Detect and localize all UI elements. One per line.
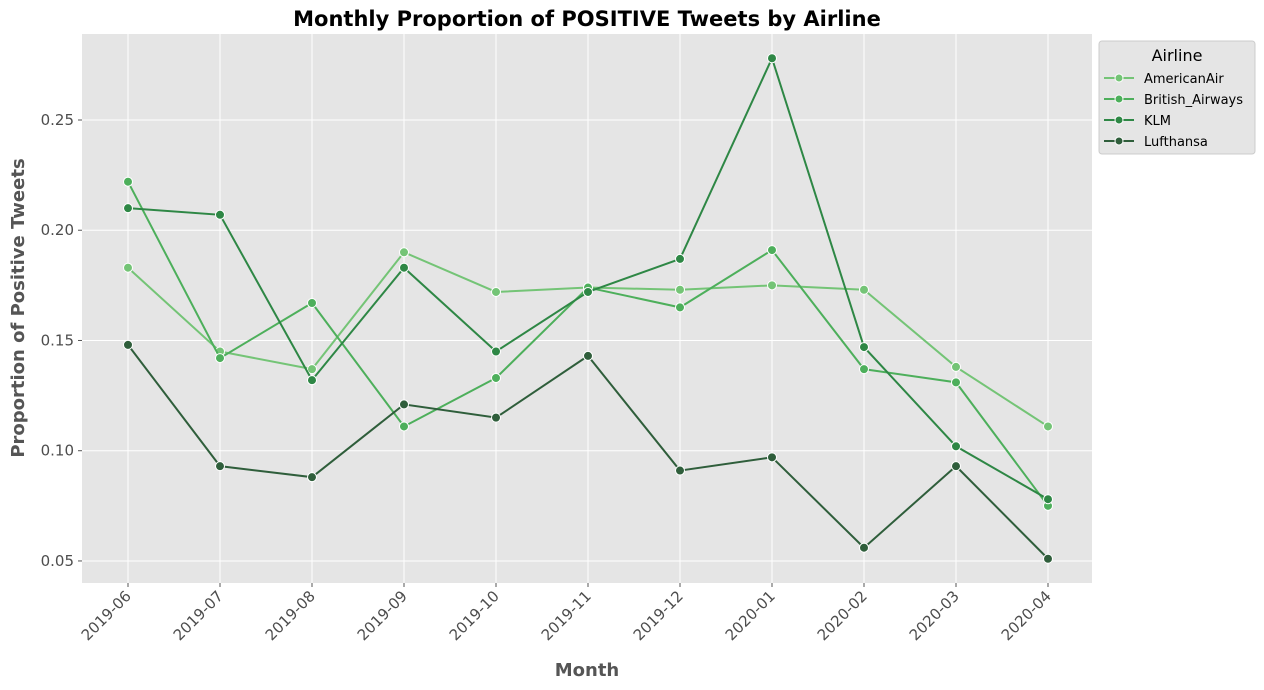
legend-title: Airline <box>1152 46 1203 65</box>
data-point <box>215 461 225 472</box>
data-point <box>491 412 501 423</box>
x-axis-label: Month <box>555 660 620 681</box>
chart-title: Monthly Proportion of POSITIVE Tweets by… <box>293 7 881 31</box>
x-tick-label: 2020-03 <box>906 587 963 644</box>
legend-label: Lufthansa <box>1144 135 1208 150</box>
data-point <box>399 247 409 258</box>
data-point <box>951 441 961 452</box>
data-point <box>491 372 501 383</box>
y-tick-label: 0.10 <box>41 442 74 460</box>
legend-marker <box>1114 115 1124 125</box>
legend-item: Lufthansa <box>1104 135 1208 150</box>
data-point <box>307 364 317 375</box>
data-point <box>583 350 593 361</box>
data-point <box>859 542 869 553</box>
legend-item: AmericanAir <box>1104 72 1224 87</box>
data-point <box>399 399 409 410</box>
x-tick-label: 2019-06 <box>78 587 135 644</box>
data-point <box>1043 494 1053 505</box>
y-tick-label: 0.20 <box>41 221 74 239</box>
x-axis-ticks: 2019-06 2019-07 2019-08 2019-09 2019-10 2019-… <box>78 583 1055 644</box>
data-point <box>399 262 409 273</box>
data-point <box>859 364 869 375</box>
data-point <box>123 203 133 214</box>
data-point <box>491 346 501 357</box>
y-tick-label: 0.15 <box>41 331 74 349</box>
data-point <box>951 361 961 372</box>
legend-marker <box>1114 94 1124 104</box>
x-tick-label: 2020-04 <box>998 587 1055 644</box>
data-point <box>675 302 685 313</box>
data-point <box>1043 421 1053 432</box>
data-point <box>399 421 409 432</box>
legend-label: KLM <box>1144 114 1171 129</box>
data-point <box>767 53 777 64</box>
legend-marker <box>1114 73 1124 83</box>
data-point <box>767 245 777 256</box>
y-tick-label: 0.25 <box>41 111 74 129</box>
data-point <box>307 375 317 386</box>
data-point <box>675 465 685 476</box>
data-point <box>675 284 685 295</box>
legend-label: British_Airways <box>1144 93 1243 108</box>
y-axis-ticks: 0.05 0.10 0.15 0.20 0.25 <box>41 111 82 570</box>
data-point <box>1043 553 1053 564</box>
data-point <box>215 209 225 220</box>
legend-label: AmericanAir <box>1144 72 1224 87</box>
x-tick-label: 2020-01 <box>722 587 779 644</box>
data-point <box>859 284 869 295</box>
x-tick-label: 2019-10 <box>446 587 503 644</box>
x-tick-label: 2019-12 <box>630 587 687 644</box>
data-point <box>675 253 685 264</box>
legend-item: British_Airways <box>1104 93 1243 108</box>
data-point <box>307 297 317 308</box>
series-lufthansa <box>123 339 1053 564</box>
data-point <box>767 280 777 291</box>
x-tick-label: 2019-07 <box>170 587 227 644</box>
data-point <box>123 262 133 273</box>
data-point <box>123 339 133 350</box>
data-point <box>859 342 869 353</box>
data-point <box>583 286 593 297</box>
series-layer <box>123 53 1053 564</box>
legend-marker <box>1114 136 1124 146</box>
data-point <box>123 176 133 187</box>
legend-items: AmericanAir British_Airways KLM Lufthansa <box>1104 72 1243 150</box>
plot-area <box>82 34 1092 583</box>
x-tick-label: 2019-09 <box>354 587 411 644</box>
data-point <box>491 286 501 297</box>
y-axis-label: Proportion of Positive Tweets <box>8 158 29 457</box>
x-tick-label: 2020-02 <box>814 587 871 644</box>
data-point <box>951 461 961 472</box>
x-tick-label: 2019-11 <box>538 587 595 644</box>
data-point <box>767 452 777 463</box>
x-tick-label: 2019-08 <box>262 587 319 644</box>
legend-item: KLM <box>1104 114 1171 129</box>
legend: Airline AmericanAir British_Airways KLM Luf… <box>1098 40 1256 155</box>
data-point <box>951 377 961 388</box>
series-klm <box>123 53 1053 505</box>
data-point <box>215 353 225 364</box>
y-tick-label: 0.05 <box>41 552 74 570</box>
data-point <box>307 472 317 483</box>
legend-box <box>1098 40 1256 155</box>
